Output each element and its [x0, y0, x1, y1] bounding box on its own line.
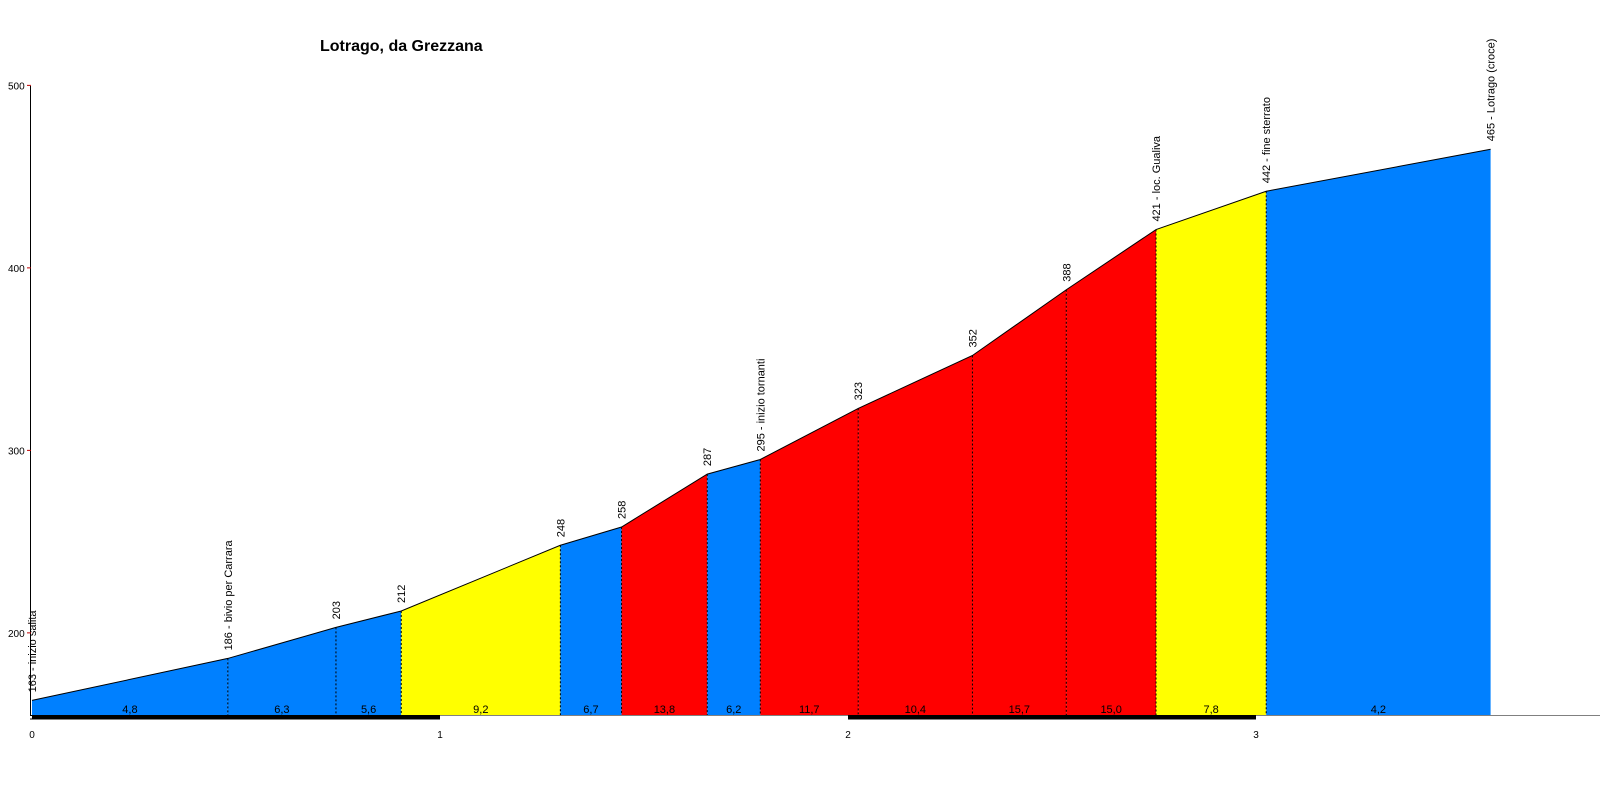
segment-area [335, 610, 402, 715]
grade-label: 13,8 [654, 704, 675, 716]
point-label: 352 [967, 329, 979, 347]
point-label: 248 [555, 519, 567, 537]
grade-label: 5,6 [361, 704, 376, 716]
y-tick-label: 200 [8, 629, 25, 640]
grade-labels: 4,8 6,3 5,6 9,2 6,7 13,8 6,2 11,7 10,4 15,7 15,0 7,… [122, 704, 1386, 716]
point-label: 287 [702, 448, 714, 466]
segment-area [972, 289, 1067, 715]
grade-label: 10,4 [905, 704, 926, 716]
point-label: 295 - inizio tornanti [755, 359, 767, 452]
point-label: 465 - Lotrago (croce) [1486, 39, 1498, 142]
y-tick-label: 500 [8, 81, 25, 92]
grade-label: 6,3 [274, 704, 289, 716]
x-tick-label: 0 [29, 730, 35, 741]
point-label: 421 - loc. Gualiva [1151, 135, 1163, 221]
distance-bar-block [848, 715, 1256, 720]
point-label: 323 [853, 382, 865, 400]
segment-area [1066, 229, 1157, 716]
profile-outline [31, 148, 1491, 701]
segment-area [858, 355, 973, 715]
axes: 200 300 400 500 0 1 2 3 [8, 81, 1600, 741]
distance-bar-block [440, 715, 848, 720]
grade-label: 15,7 [1009, 704, 1030, 716]
segment-area [1266, 149, 1491, 715]
point-label: 163 - inizio salita [27, 610, 39, 693]
point-label: 186 - bivio per Carrara [223, 539, 235, 650]
profile-line [31, 148, 1491, 701]
point-label: 442 - fine sterrato [1261, 97, 1273, 183]
grade-label: 11,7 [799, 704, 820, 716]
grade-label: 6,2 [726, 704, 741, 716]
grade-label: 7,8 [1203, 704, 1218, 716]
segment-dividers [227, 191, 1267, 715]
point-label: 258 [617, 501, 629, 519]
point-label: 203 [331, 601, 343, 619]
segment-area [32, 658, 228, 715]
distance-bar-block [1256, 715, 1600, 720]
segment-area [760, 408, 859, 715]
segment-area [227, 627, 336, 715]
y-tick-label: 300 [8, 446, 25, 457]
segment-area [621, 474, 708, 715]
x-tick-label: 2 [845, 730, 851, 741]
grade-label: 15,0 [1100, 704, 1121, 716]
grade-label: 6,7 [583, 704, 598, 716]
x-tick-label: 3 [1253, 730, 1259, 741]
segment-area [401, 545, 561, 715]
segment-area [707, 459, 761, 715]
grade-label: 9,2 [473, 704, 488, 716]
y-tick-label: 400 [8, 264, 25, 275]
grade-label: 4,2 [1371, 704, 1386, 716]
point-labels: 163 - inizio salita 186 - bivio per Carra… [27, 39, 1498, 693]
profile-areas [32, 149, 1491, 716]
segment-area [1156, 191, 1267, 716]
x-tick-label: 1 [437, 730, 443, 741]
distance-bar-block [32, 715, 440, 720]
grade-label: 4,8 [122, 704, 137, 716]
point-label: 388 [1061, 263, 1073, 281]
point-label: 212 [396, 585, 408, 603]
segment-area [560, 527, 622, 715]
chart-title: Lotrago, da Grezzana [320, 38, 483, 55]
